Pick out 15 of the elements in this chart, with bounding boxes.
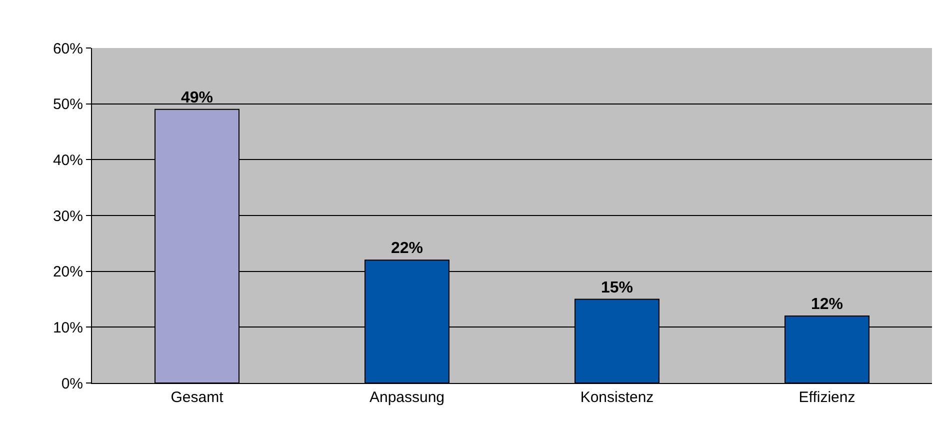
data-label: 22%	[390, 240, 424, 258]
y-tick-label: 10%	[52, 319, 83, 336]
y-tick-label: 30%	[52, 208, 83, 225]
x-tick-label: Anpassung	[369, 389, 445, 406]
x-tick-label: Gesamt	[170, 389, 224, 406]
y-tick-label: 40%	[52, 152, 83, 169]
y-tick-label: 0%	[61, 375, 83, 392]
data-label: 15%	[600, 279, 634, 296]
y-tick-label: 50%	[52, 96, 83, 114]
y-tick-label: 20%	[52, 264, 83, 281]
y-tick-label: 60%	[52, 40, 83, 58]
x-tick-label: Effizienz	[798, 389, 856, 406]
x-tick-label: Konsistenz	[580, 389, 654, 406]
data-label: 49%	[180, 89, 214, 106]
data-label: 12%	[810, 296, 844, 313]
